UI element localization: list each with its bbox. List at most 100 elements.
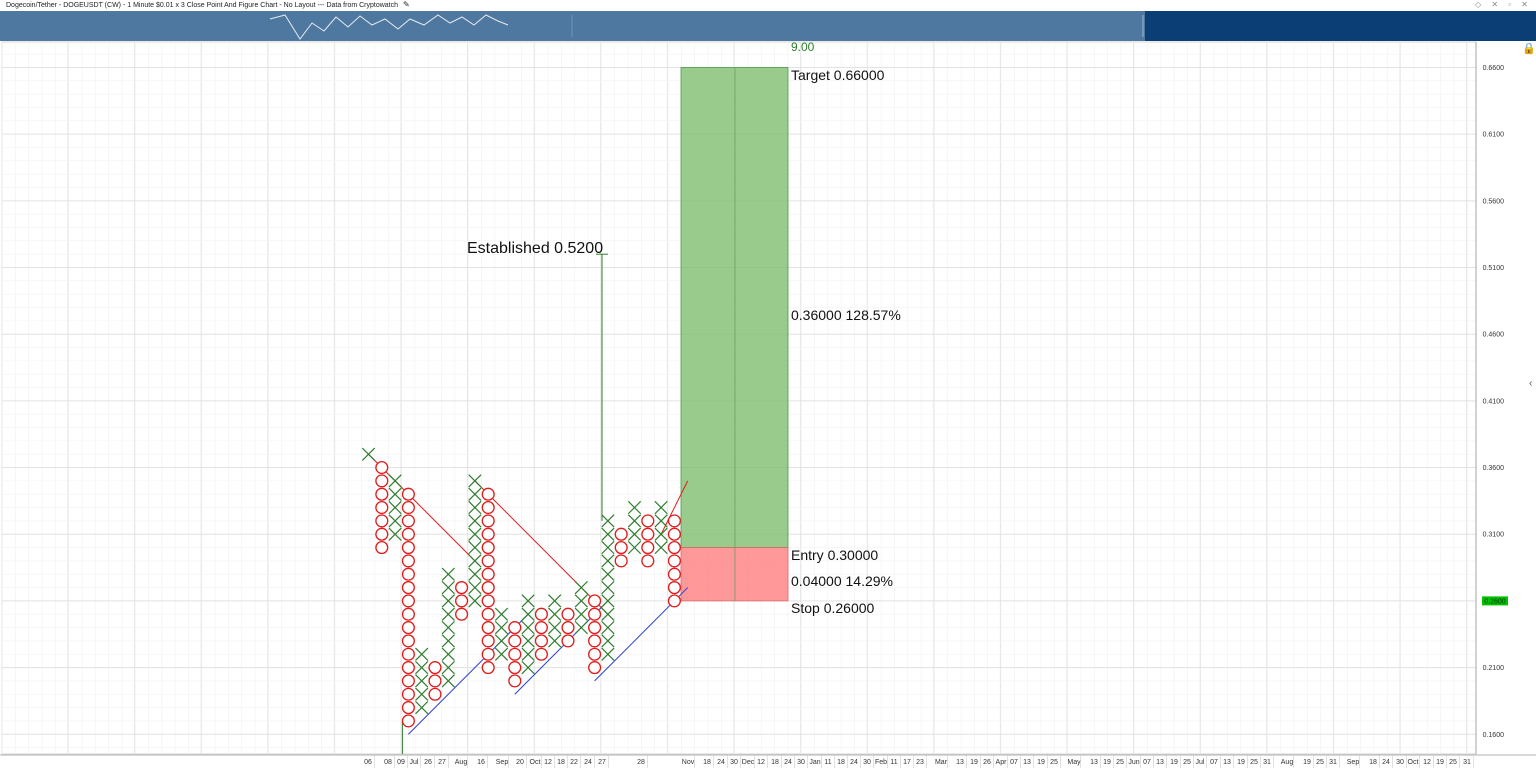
o-mark	[401, 501, 415, 515]
x-mark	[521, 620, 535, 635]
o-mark	[508, 621, 522, 635]
x-mark	[601, 620, 615, 635]
x-tick-label: 19	[1436, 759, 1444, 766]
x-mark	[548, 607, 562, 621]
x-mark	[441, 660, 455, 675]
y-tick-label: 0.1600	[1483, 732, 1505, 739]
x-mark	[468, 567, 482, 581]
stop-label: Stop 0.26000	[791, 600, 875, 616]
x-tick-label: 30	[1396, 759, 1404, 766]
x-tick-label: 17	[903, 759, 911, 766]
o-mark	[375, 487, 389, 501]
x-tick-label: 18	[703, 759, 711, 766]
o-mark	[375, 501, 389, 515]
o-mark	[401, 661, 415, 675]
x-tick-label: 25	[1116, 759, 1124, 766]
o-mark	[481, 634, 495, 648]
o-mark	[481, 514, 495, 528]
x-tick-label: Dec	[742, 759, 755, 766]
gain-label: 0.36000 128.57%	[791, 307, 901, 323]
x-tick-label: Oct	[1408, 759, 1419, 766]
x-tick-label: 12	[757, 759, 765, 766]
o-mark	[401, 621, 415, 635]
x-mark	[521, 647, 535, 661]
x-mark	[415, 660, 429, 675]
o-mark	[481, 607, 495, 621]
x-tick-label: 19	[970, 759, 978, 766]
x-tick-label: 25	[1449, 759, 1457, 766]
o-mark	[401, 487, 415, 501]
x-tick-label: 19	[1303, 759, 1311, 766]
x-mark	[388, 527, 402, 541]
o-mark	[401, 674, 415, 688]
y-tick-label: 0.2100	[1483, 665, 1505, 672]
x-tick-label: 26	[424, 759, 432, 766]
x-tick-label: 23	[916, 759, 924, 766]
x-mark	[574, 607, 588, 621]
x-tick-label: Jan	[809, 759, 820, 766]
x-tick-label: Aug	[455, 759, 468, 766]
x-tick-label: 25	[1183, 759, 1191, 766]
o-mark	[588, 594, 602, 608]
x-mark	[468, 540, 482, 555]
o-mark	[588, 647, 602, 661]
x-mark	[388, 514, 402, 528]
o-mark	[667, 594, 681, 608]
o-mark	[481, 501, 495, 515]
x-tick-label: 18	[771, 759, 779, 766]
navigator-sparkline	[269, 14, 1144, 40]
x-mark	[601, 567, 615, 581]
o-mark	[614, 541, 628, 555]
x-tick-label: Oct	[530, 759, 541, 766]
o-mark	[401, 647, 415, 661]
o-mark	[508, 647, 522, 661]
x-mark	[601, 540, 615, 555]
o-mark	[401, 541, 415, 555]
x-axis: 06 08 09 Jul 26 27 Aug 16 Sep 20 Oct 12 18 22 24 27 28 No…	[0, 754, 1536, 768]
x-mark	[521, 634, 535, 648]
target-label: Target 0.66000	[791, 67, 885, 83]
y-tick-label: 0.6600	[1483, 65, 1505, 72]
x-tick-label: May	[1067, 759, 1081, 766]
x-mark	[468, 527, 482, 541]
o-mark	[641, 541, 655, 555]
x-tick-label: 13	[1156, 759, 1164, 766]
x-tick-label: 30	[863, 759, 871, 766]
x-tick-label: 24	[1382, 759, 1390, 766]
pencil-icon[interactable]: ✎	[402, 0, 410, 9]
x-tick-label: Aug	[1281, 759, 1294, 766]
o-mark	[481, 594, 495, 608]
x-mark	[601, 514, 615, 528]
y-tick-label: 0.6100	[1483, 132, 1505, 139]
x-tick-label: 19	[1170, 759, 1178, 766]
o-mark	[508, 634, 522, 648]
o-mark	[481, 487, 495, 501]
x-mark	[601, 594, 615, 608]
x-mark	[548, 594, 562, 608]
x-tick-label: 07	[1210, 759, 1218, 766]
navigator-window[interactable]	[1145, 11, 1536, 41]
o-mark	[588, 634, 602, 648]
x-tick-label: 09	[397, 759, 405, 766]
window-controls[interactable]: ◇ ✕ ▫ ✕	[1474, 0, 1532, 9]
x-mark	[415, 647, 429, 661]
o-mark	[614, 554, 628, 568]
o-mark	[667, 541, 681, 555]
o-mark	[481, 647, 495, 661]
x-mark	[468, 580, 482, 595]
o-mark	[401, 567, 415, 581]
chart-navigator[interactable]	[0, 11, 1536, 41]
risk-label: 0.04000 14.29%	[791, 573, 893, 589]
established-label: Established 0.5200	[467, 240, 603, 257]
x-mark	[601, 607, 615, 621]
x-mark	[388, 474, 402, 488]
lock-icon[interactable]: 🔒	[1522, 43, 1536, 55]
o-mark	[401, 581, 415, 595]
o-mark	[401, 687, 415, 701]
trade-annotations: 9.00 Target 0.66000 0.36000 128.57% Entr…	[467, 40, 901, 616]
o-mark	[481, 554, 495, 568]
o-mark	[375, 460, 389, 475]
collapse-panel-icon[interactable]: ‹	[1529, 378, 1533, 389]
x-mark	[601, 647, 615, 661]
